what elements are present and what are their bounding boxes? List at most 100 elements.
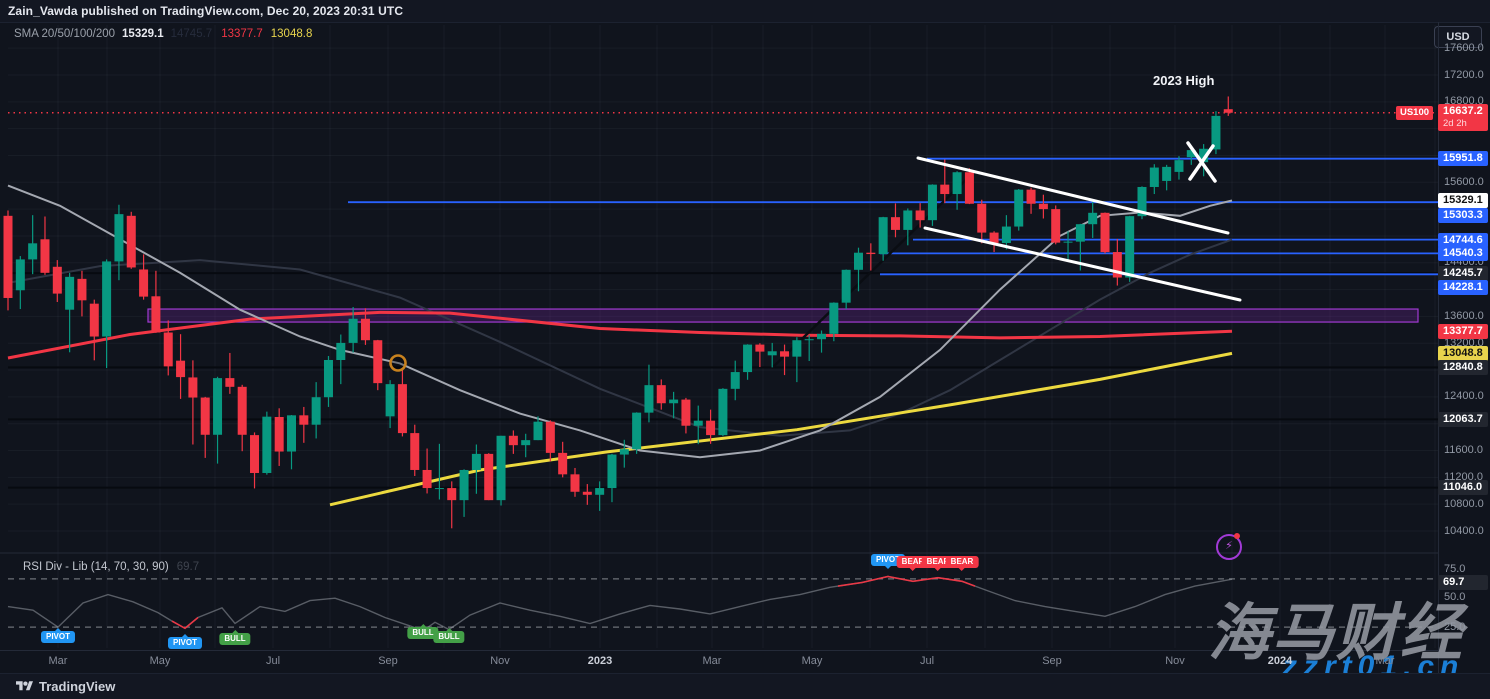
candle-body (385, 384, 395, 417)
tradingview-logo[interactable]: TradingView (16, 678, 115, 695)
tradingview-logo-text: TradingView (39, 679, 116, 694)
rsi-tag-bull[interactable]: BULL (433, 631, 465, 643)
candle-body (311, 397, 321, 425)
candle-body (188, 377, 198, 398)
candle-body (558, 452, 568, 475)
notification-dot (1234, 533, 1240, 539)
price-axis-box: 69.7 (1438, 575, 1488, 590)
price-axis-label: 17600.0 (1444, 42, 1484, 54)
rsi-tag-pivot[interactable]: PIVOT (40, 631, 76, 643)
sma50-value: 14745.7 (170, 28, 213, 40)
candle-body (1100, 212, 1110, 253)
candle-body (323, 360, 333, 398)
price-axis-label: 17200.0 (1444, 69, 1484, 81)
candle-body (422, 469, 432, 489)
candle-body (656, 385, 666, 404)
lightning-icon[interactable]: ⚡ (1216, 534, 1242, 560)
candle-body (804, 339, 814, 341)
candle-body (964, 172, 974, 204)
time-axis-label: Mar (48, 655, 68, 667)
candle-body (508, 435, 518, 446)
time-axis-label: Mar (702, 655, 722, 667)
candle-body (693, 420, 703, 426)
time-axis-label: Nov (1165, 655, 1185, 667)
candle-body (225, 378, 235, 387)
candle-body (52, 266, 62, 294)
time-axis-label: Mar (1375, 655, 1395, 667)
candle-body (410, 433, 420, 470)
price-axis-label: 10800.0 (1444, 498, 1484, 510)
candle-body (1088, 212, 1098, 225)
candle-body (853, 252, 863, 270)
time-axis-label: Jul (919, 655, 935, 667)
symbol-pill[interactable]: US100 (1396, 106, 1433, 120)
candle-body (397, 384, 407, 434)
candle-body (237, 386, 247, 435)
time-axis-label: Jul (265, 655, 281, 667)
candle-body (1112, 252, 1122, 278)
candle-body (373, 340, 383, 384)
tradingview-logo-icon (16, 681, 33, 691)
candle-body (77, 278, 87, 301)
candle-body (336, 342, 346, 360)
candle-body (1186, 150, 1196, 158)
candle-body (1063, 241, 1073, 243)
rsi-tag-bear[interactable]: BEAR (945, 556, 979, 568)
candle-body (582, 491, 592, 495)
candle-body (126, 215, 136, 268)
candle-body (102, 261, 112, 337)
candle-body (471, 453, 481, 470)
price-axis-label: 50.0 (1444, 591, 1466, 603)
price-axis-label: 11600.0 (1444, 444, 1483, 456)
candle-body (496, 435, 506, 501)
chart-canvas[interactable] (0, 0, 1438, 673)
high-2023-annotation[interactable]: 2023 High (1153, 73, 1215, 88)
candle-body (915, 210, 925, 221)
current-price-value: 16637.2 (1443, 105, 1483, 117)
currency-usd-button[interactable]: USD (1434, 26, 1482, 48)
publish-bar (0, 0, 1490, 23)
price-axis-box: 14744.6 (1438, 233, 1488, 248)
candle-body (1001, 226, 1011, 243)
rsi-indicator-legend[interactable]: RSI Div - Lib (14, 70, 30, 90) 69.7 (15, 561, 199, 573)
candle-body (348, 318, 358, 343)
price-axis-label: 13600.0 (1444, 310, 1484, 322)
candle-body (360, 318, 370, 341)
candle-body (1223, 109, 1233, 113)
candle-body (1051, 209, 1061, 243)
candle-body (213, 378, 223, 435)
candle-body (1174, 160, 1184, 172)
candle-body (1211, 115, 1221, 150)
publish-text: Zain_Vawda published on TradingView.com,… (8, 4, 404, 18)
price-axis-box: 14540.3 (1438, 246, 1488, 261)
candle-body (3, 215, 13, 298)
price-axis-box: 13048.8 (1438, 346, 1488, 361)
sma100-value: 13377.7 (221, 28, 263, 40)
candle-body (1125, 216, 1135, 278)
time-axis-label: Sep (1042, 655, 1062, 667)
candle-body (681, 399, 691, 426)
candle-body (459, 469, 469, 501)
price-axis-box: 11046.0 (1438, 480, 1488, 495)
candle-body (619, 449, 629, 455)
rsi-tag-pivot[interactable]: PIVOT (167, 637, 203, 649)
rsi-tag-bull[interactable]: BULL (219, 633, 251, 645)
price-axis-label: 10400.0 (1444, 525, 1484, 537)
candle-body (545, 421, 555, 453)
price-axis-box: 15303.3 (1438, 208, 1488, 223)
candle-body (521, 440, 531, 446)
candle-body (1137, 186, 1147, 217)
candle-body (767, 351, 777, 356)
candle-body (286, 415, 296, 452)
rsi-tag-bull[interactable]: BULL (407, 627, 439, 639)
candle-body (632, 412, 642, 450)
time-axis-label: 2023 (587, 655, 613, 667)
price-axis-label: 12400.0 (1444, 390, 1484, 402)
price-axis-box: 12840.8 (1438, 360, 1488, 375)
candle-body (15, 259, 25, 291)
sma-legend[interactable]: SMA 20/50/100/200 15329.1 14745.7 13377.7 13… (14, 28, 312, 40)
price-axis-box: 13377.7 (1438, 324, 1488, 339)
candle-body (792, 340, 802, 357)
candle-body (644, 385, 654, 413)
